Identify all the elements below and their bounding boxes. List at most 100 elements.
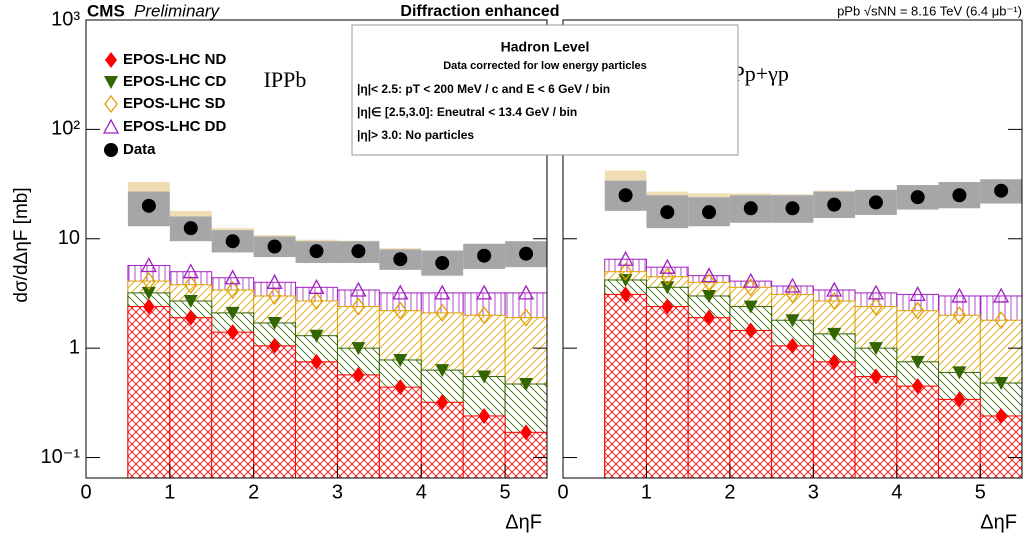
sd-marker	[225, 280, 240, 300]
data-point	[141, 198, 156, 213]
sd-marker	[104, 94, 118, 114]
model-uncertainty	[771, 194, 814, 196]
data-point	[104, 143, 118, 157]
cd-marker	[702, 289, 717, 303]
legend-label: EPOS-LHC CD	[123, 73, 227, 90]
model-uncertainty	[604, 170, 647, 181]
sd-marker	[827, 291, 842, 311]
dd-marker	[140, 257, 157, 273]
cd-marker	[435, 364, 450, 378]
y-tick-label: 10²	[51, 118, 80, 140]
info-box	[351, 24, 739, 156]
nd-marker	[828, 353, 841, 370]
dd-marker	[784, 277, 801, 293]
sd-marker	[994, 311, 1008, 330]
data-point	[183, 221, 198, 236]
info-line: |η|< 2.5: pT < 200 MeV / c and E < 6 GeV…	[357, 82, 610, 96]
y-tick-label: 10	[58, 227, 80, 249]
sd-marker	[869, 297, 883, 316]
plot-title: Diffraction enhanced	[400, 3, 559, 20]
cd-marker	[141, 286, 156, 300]
cd-marker	[225, 306, 240, 320]
plot-border	[562, 19, 1023, 479]
nd-marker	[520, 424, 533, 441]
data-point	[660, 205, 675, 220]
sd-marker	[351, 297, 366, 316]
dd-marker	[826, 281, 843, 297]
cd-marker	[104, 76, 118, 89]
preliminary-label: Preliminary	[134, 1, 221, 20]
x-tick-label: 5	[500, 481, 511, 503]
data-point	[267, 239, 282, 254]
energy-label: pPb √sNN = 8.16 TeV (6.4 μb⁻¹)	[837, 3, 1022, 18]
legend-label: EPOS-LHC SD	[123, 95, 226, 112]
x-tick-label: 1	[164, 481, 175, 503]
info-title: Hadron Level	[501, 39, 590, 55]
data-point	[435, 256, 450, 271]
x-axis-title: ΔηF	[980, 511, 1017, 533]
sd-marker	[519, 308, 533, 327]
hist-bin	[771, 345, 814, 479]
x-tick-label: 0	[80, 481, 91, 503]
info-subtitle: Data corrected for low energy particles	[443, 60, 647, 72]
sd-marker	[743, 278, 758, 297]
cd-marker	[994, 377, 1009, 391]
cd-marker	[785, 314, 800, 328]
sd-marker	[910, 301, 925, 320]
cd-marker	[309, 329, 324, 343]
model-uncertainty	[169, 210, 212, 217]
dd-marker	[867, 284, 885, 300]
nd-marker	[310, 353, 323, 370]
cd-marker	[952, 366, 967, 380]
panel-label: IPPb	[264, 67, 307, 92]
hist-bin	[687, 317, 731, 479]
dd-marker	[476, 284, 493, 300]
hist-bin	[854, 376, 898, 479]
data-point	[393, 252, 408, 267]
nd-marker	[744, 322, 757, 339]
y-tick-label: 1	[69, 336, 80, 358]
data-point	[351, 244, 366, 259]
nd-marker	[869, 368, 882, 385]
y-tick-label: 10⁻¹	[41, 446, 81, 468]
cd-marker	[393, 353, 408, 367]
dd-marker	[434, 284, 451, 300]
y-axis-title: dσ/dΔηF [mb]	[11, 187, 32, 302]
hist-bin	[127, 306, 171, 479]
dd-marker	[308, 278, 325, 294]
hist-bin	[211, 331, 255, 479]
cd-marker	[868, 342, 883, 356]
dd-marker	[909, 286, 926, 302]
cms-label: CMS	[87, 1, 125, 20]
dd-marker	[700, 267, 718, 283]
nd-marker	[786, 337, 799, 354]
data-point	[952, 188, 967, 203]
data-point	[910, 190, 925, 205]
cd-marker	[910, 355, 925, 369]
nd-marker	[436, 394, 449, 411]
hist-bin	[462, 415, 506, 479]
nd-marker	[661, 298, 674, 315]
dd-marker	[102, 118, 120, 134]
model-uncertainty	[211, 228, 254, 231]
data-point	[477, 248, 492, 263]
data-point	[743, 201, 758, 216]
x-tick-label: 2	[724, 481, 735, 503]
hist-bin	[896, 385, 940, 479]
nd-marker	[184, 309, 197, 326]
hist-bin	[729, 330, 773, 479]
nd-marker	[268, 337, 281, 354]
info-line: |η|> 3.0: No particles	[357, 128, 474, 142]
dd-marker	[993, 287, 1010, 303]
nd-marker	[226, 324, 239, 341]
x-tick-label: 0	[557, 481, 568, 503]
sd-marker	[952, 306, 967, 325]
hist-bin	[979, 415, 1023, 479]
nd-marker	[105, 52, 117, 68]
hist-bin	[378, 386, 422, 479]
data-point	[309, 244, 324, 259]
nd-marker	[352, 366, 365, 383]
x-tick-label: 4	[891, 481, 902, 503]
nd-marker	[478, 407, 491, 424]
nd-marker	[953, 391, 966, 408]
